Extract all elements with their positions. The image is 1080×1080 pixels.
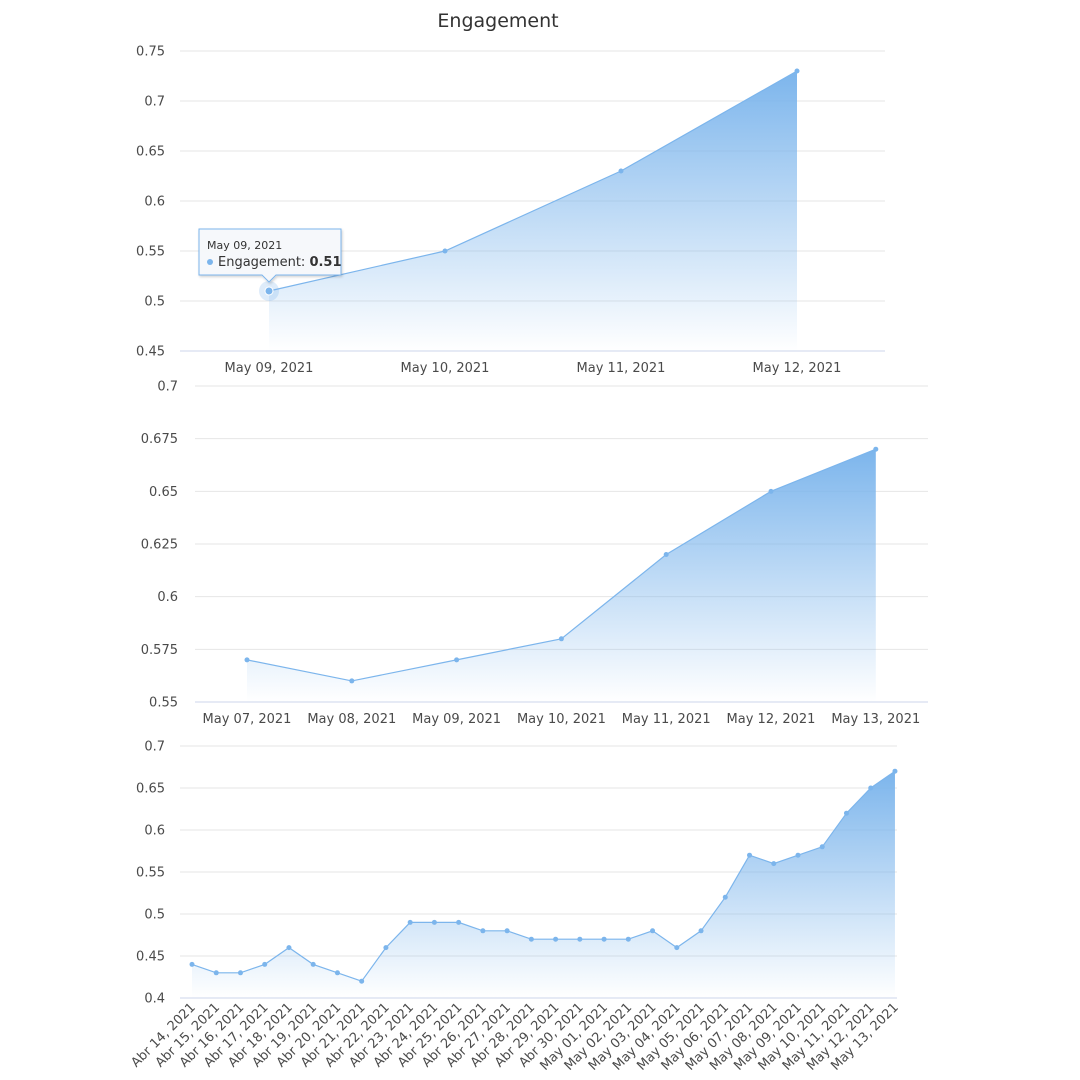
data-point[interactable] [868, 785, 874, 791]
data-point[interactable] [286, 945, 292, 951]
data-point[interactable] [771, 861, 777, 867]
data-point[interactable] [528, 936, 534, 942]
data-point[interactable] [795, 852, 801, 858]
y-tick-label: 0.6 [144, 195, 165, 210]
x-tick-label: May 13, 2021 [831, 712, 920, 727]
y-tick-label: 0.7 [144, 740, 165, 755]
data-point[interactable] [625, 936, 631, 942]
data-point[interactable] [383, 945, 389, 951]
data-point[interactable] [504, 928, 510, 934]
tooltip-value: 0.51 [309, 255, 341, 270]
data-point[interactable] [843, 810, 849, 816]
data-point[interactable] [349, 678, 355, 684]
data-point[interactable] [650, 928, 656, 934]
data-point[interactable] [244, 657, 250, 663]
y-tick-label: 0.575 [141, 643, 178, 658]
data-point[interactable] [892, 768, 898, 774]
data-point[interactable] [189, 961, 195, 967]
tooltip-series-dot [207, 259, 213, 265]
data-point[interactable] [873, 446, 879, 452]
y-tick-label: 0.65 [136, 145, 165, 160]
x-tick-label: May 11, 2021 [622, 712, 711, 727]
y-tick-label: 0.6 [157, 590, 178, 605]
series-area [247, 449, 876, 702]
data-point[interactable] [480, 928, 486, 934]
y-tick-label: 0.5 [144, 295, 165, 310]
data-point[interactable] [237, 970, 243, 976]
chart-2: 0.55 0.575 0.6 0.625 0.65 0.675 0.7 May 07, 202… [141, 380, 928, 727]
data-point[interactable] [442, 248, 448, 254]
data-point[interactable] [310, 961, 316, 967]
y-tick-label: 0.65 [149, 485, 178, 500]
data-point[interactable] [558, 636, 564, 642]
data-point[interactable] [553, 936, 559, 942]
x-tick-label: May 09, 2021 [412, 712, 501, 727]
data-point[interactable] [601, 936, 607, 942]
x-tick-label: May 07, 2021 [203, 712, 292, 727]
data-point[interactable] [722, 894, 728, 900]
y-tick-label: 0.4 [144, 992, 165, 1007]
tooltip-text: Engagement: 0.51 [218, 255, 342, 270]
y-tick-label: 0.675 [141, 432, 178, 447]
y-tick-label: 0.45 [136, 950, 165, 965]
data-point[interactable] [262, 961, 268, 967]
data-point[interactable] [794, 68, 800, 74]
data-point[interactable] [431, 919, 437, 925]
x-tick-label: May 08, 2021 [307, 712, 396, 727]
tooltip-series-label: Engagement: [218, 255, 309, 270]
x-tick-label: May 10, 2021 [517, 712, 606, 727]
x-tick-label: May 11, 2021 [577, 361, 666, 376]
data-point[interactable] [334, 970, 340, 976]
x-tick-label: May 12, 2021 [753, 361, 842, 376]
y-tick-label: 0.5 [144, 908, 165, 923]
tooltip-box [198, 228, 342, 283]
y-tick-label: 0.45 [136, 345, 165, 360]
series-area [192, 771, 895, 998]
y-tick-label: 0.6 [144, 824, 165, 839]
data-point[interactable] [213, 970, 219, 976]
data-point[interactable] [456, 919, 462, 925]
y-tick-label: 0.55 [136, 866, 165, 881]
data-point[interactable] [407, 919, 413, 925]
data-point[interactable] [674, 945, 680, 951]
y-tick-label: 0.75 [136, 45, 165, 60]
chart-tooltip: May 09, 2021 Engagement: 0.51 [198, 228, 342, 301]
data-point[interactable] [618, 168, 624, 174]
y-tick-label: 0.7 [157, 380, 178, 395]
y-tick-label: 0.55 [136, 245, 165, 260]
data-point[interactable] [577, 936, 583, 942]
data-point[interactable] [768, 488, 774, 494]
tooltip-date: May 09, 2021 [207, 239, 282, 252]
x-tick-label: May 10, 2021 [401, 361, 490, 376]
y-tick-label: 0.65 [136, 782, 165, 797]
y-tick-label: 0.7 [144, 95, 165, 110]
x-tick-label: May 12, 2021 [727, 712, 816, 727]
y-tick-label: 0.625 [141, 538, 178, 553]
data-point[interactable] [663, 552, 669, 558]
y-tick-label: 0.55 [149, 696, 178, 711]
hover-point [264, 286, 274, 296]
x-tick-label: May 09, 2021 [225, 361, 314, 376]
chart-title: Engagement [437, 10, 558, 32]
series-line [268, 70, 798, 292]
data-point[interactable] [819, 844, 825, 850]
series-line [191, 770, 896, 982]
data-point[interactable] [698, 928, 704, 934]
data-point[interactable] [359, 978, 365, 984]
data-point[interactable] [747, 852, 753, 858]
data-point[interactable] [454, 657, 460, 663]
